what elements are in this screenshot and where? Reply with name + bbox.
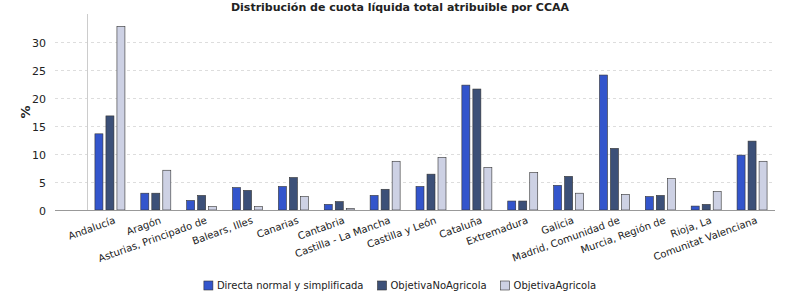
bar [748, 141, 756, 210]
legend-swatch [378, 281, 387, 290]
bar [209, 207, 217, 210]
bar [667, 179, 675, 210]
x-tick-label: Castilla y León [365, 215, 437, 250]
bar [621, 194, 629, 210]
bar [427, 174, 435, 210]
x-tick-label: Canarias [255, 215, 300, 240]
bar [106, 116, 114, 210]
bar [324, 204, 332, 210]
bar [691, 206, 699, 210]
bar [484, 167, 492, 210]
bar [656, 195, 664, 210]
bar [554, 185, 562, 210]
legend-swatch [501, 281, 510, 290]
bar [713, 192, 721, 210]
y-tick-label: 15 [32, 121, 46, 134]
bar [645, 197, 653, 210]
bar [737, 155, 745, 210]
bar [599, 75, 607, 210]
y-axis-line [87, 14, 88, 210]
legend-label: ObjetivaNoAgricola [391, 280, 487, 291]
bar [610, 148, 618, 210]
bar [141, 193, 149, 210]
chart: Distribución de cuota líquida total atri… [0, 0, 800, 300]
bar [278, 186, 286, 210]
bar [95, 134, 103, 210]
bar [335, 202, 343, 210]
legend-label: Directa normal y simplificada [217, 280, 364, 291]
x-tick-label: Extremadura [465, 215, 530, 248]
legend: Directa normal y simplificada ObjetivaNoA… [204, 280, 596, 291]
grid-line [55, 42, 775, 43]
y-tick-label: 10 [32, 149, 46, 162]
y-tick-label: 30 [32, 37, 46, 50]
bar [163, 170, 171, 210]
bar [565, 176, 573, 210]
grid-line [55, 154, 775, 155]
legend-label: ObjetivaAgricola [514, 280, 597, 291]
y-tick-label: 0 [39, 205, 46, 218]
grid-line [55, 126, 775, 127]
bar [473, 89, 481, 210]
x-tick-label: Murcia, Región de [579, 215, 667, 256]
y-tick-label: 5 [39, 177, 46, 190]
x-tick-label: Comunitat Valenciana [652, 215, 759, 263]
bar [508, 201, 516, 210]
bars [95, 26, 767, 210]
y-axis-label: % [18, 105, 33, 118]
bar [462, 85, 470, 210]
title: Distribución de cuota líquida total atri… [231, 1, 570, 14]
x-tick-label: Balears, Illes [191, 215, 255, 247]
bar [416, 186, 424, 210]
bar [244, 190, 252, 210]
bar [702, 204, 710, 210]
legend-swatch [204, 281, 213, 290]
bar [198, 195, 206, 210]
x-tick-label: Andalucía [67, 215, 117, 242]
bar [438, 157, 446, 210]
bar [519, 201, 527, 210]
y-tick-label: 20 [32, 93, 46, 106]
bar [759, 161, 767, 210]
bar [187, 200, 195, 210]
bar [152, 193, 160, 210]
bar [346, 208, 354, 210]
bar [117, 26, 125, 210]
bar [233, 188, 241, 210]
bar [255, 207, 263, 210]
bar [300, 197, 308, 210]
grid-line [55, 210, 775, 211]
bar [370, 195, 378, 210]
bar [381, 189, 389, 210]
bar [289, 178, 297, 210]
y-tick-label: 25 [32, 65, 46, 78]
grid-line [55, 98, 775, 99]
grid-line [55, 70, 775, 71]
bar [576, 193, 584, 210]
bar [530, 172, 538, 210]
bar [392, 161, 400, 210]
